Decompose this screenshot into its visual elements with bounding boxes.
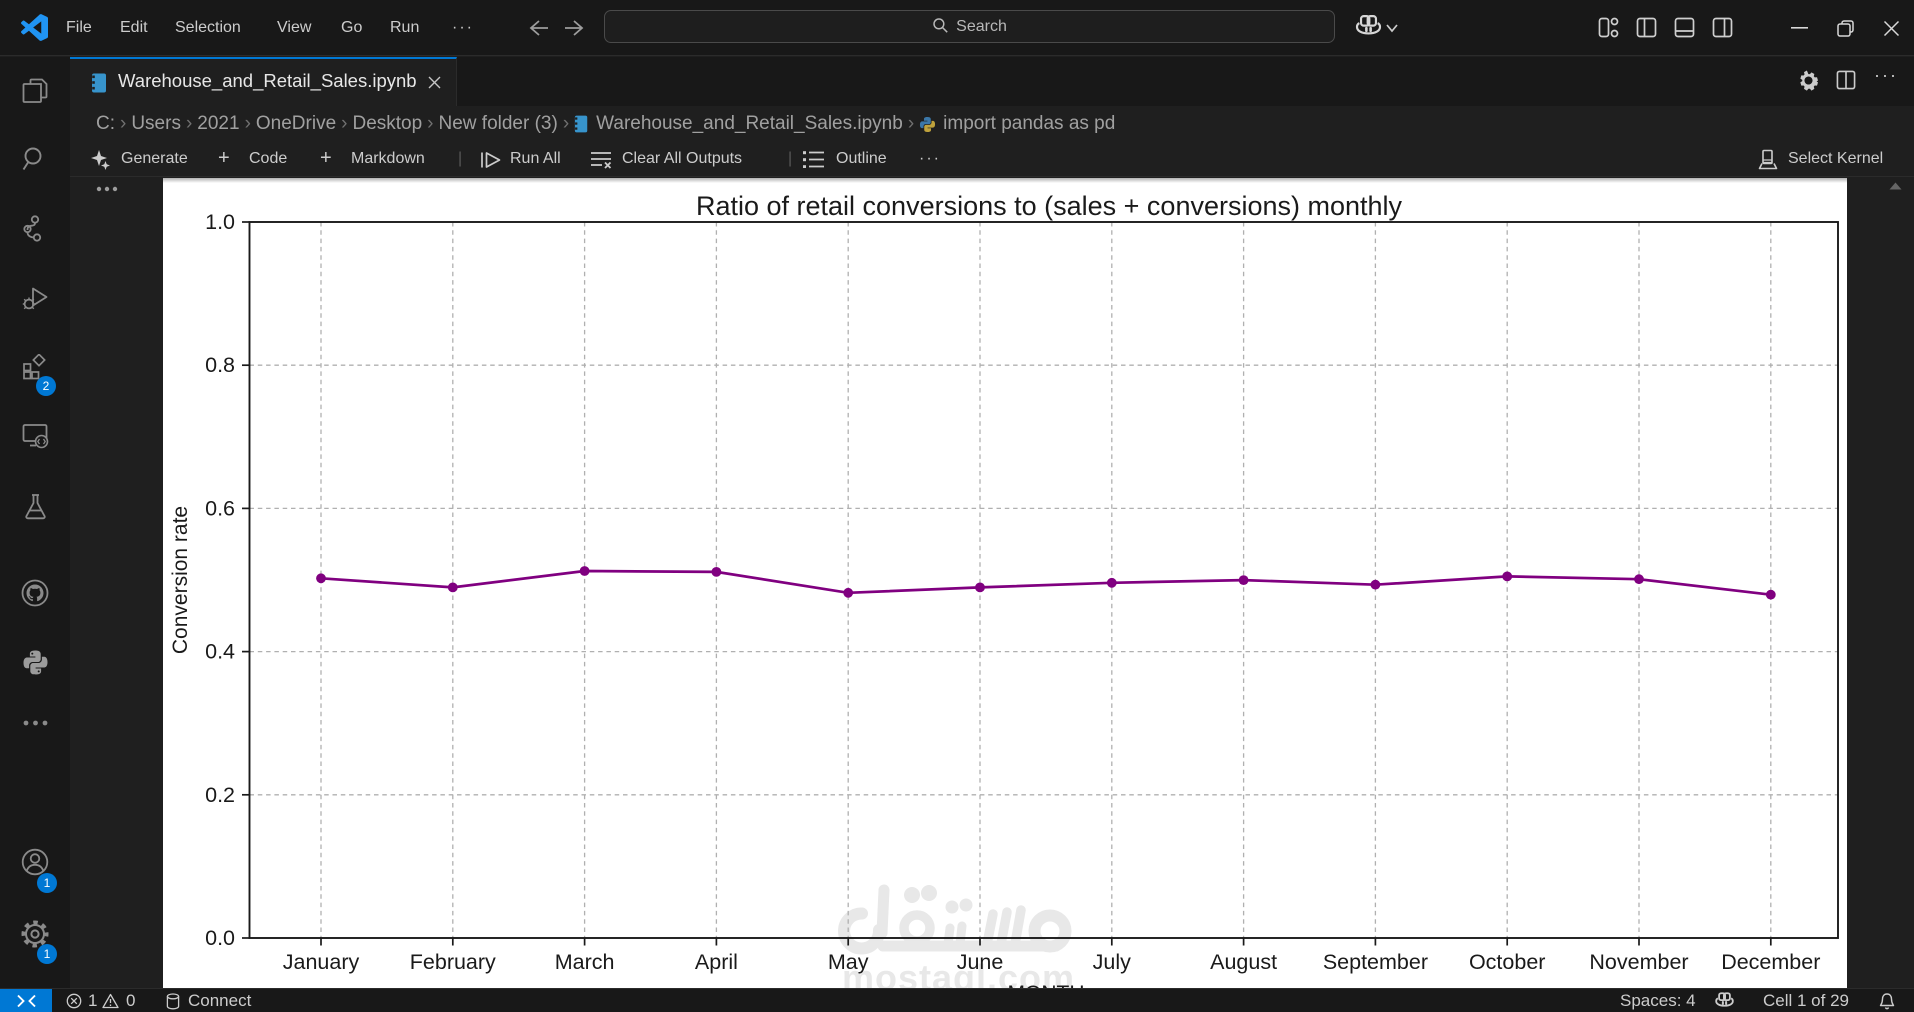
svg-text:0.8: 0.8 <box>205 353 235 377</box>
svg-text:Conversion rate: Conversion rate <box>169 506 192 654</box>
svg-text:March: March <box>555 950 615 974</box>
svg-text:0.0: 0.0 <box>205 926 235 950</box>
svg-text:0.6: 0.6 <box>205 496 235 520</box>
svg-text:MONTH: MONTH <box>1008 982 1085 988</box>
svg-text:0.2: 0.2 <box>205 783 235 807</box>
svg-text:January: January <box>283 950 360 974</box>
svg-text:June: June <box>957 950 1004 974</box>
svg-text:1.0: 1.0 <box>205 210 235 234</box>
svg-text:November: November <box>1589 950 1688 974</box>
svg-text:December: December <box>1721 950 1820 974</box>
svg-text:August: August <box>1210 950 1277 974</box>
svg-text:April: April <box>695 950 738 974</box>
svg-text:mostaql.com: mostaql.com <box>842 957 1075 988</box>
svg-text:May: May <box>828 950 869 974</box>
svg-text:October: October <box>1469 950 1545 974</box>
svg-text:Ratio of retail conversions to: Ratio of retail conversions to (sales + … <box>696 191 1403 221</box>
svg-text:September: September <box>1323 950 1428 974</box>
svg-text:0.4: 0.4 <box>205 640 235 664</box>
svg-text:July: July <box>1093 950 1131 974</box>
svg-text:February: February <box>410 950 496 974</box>
